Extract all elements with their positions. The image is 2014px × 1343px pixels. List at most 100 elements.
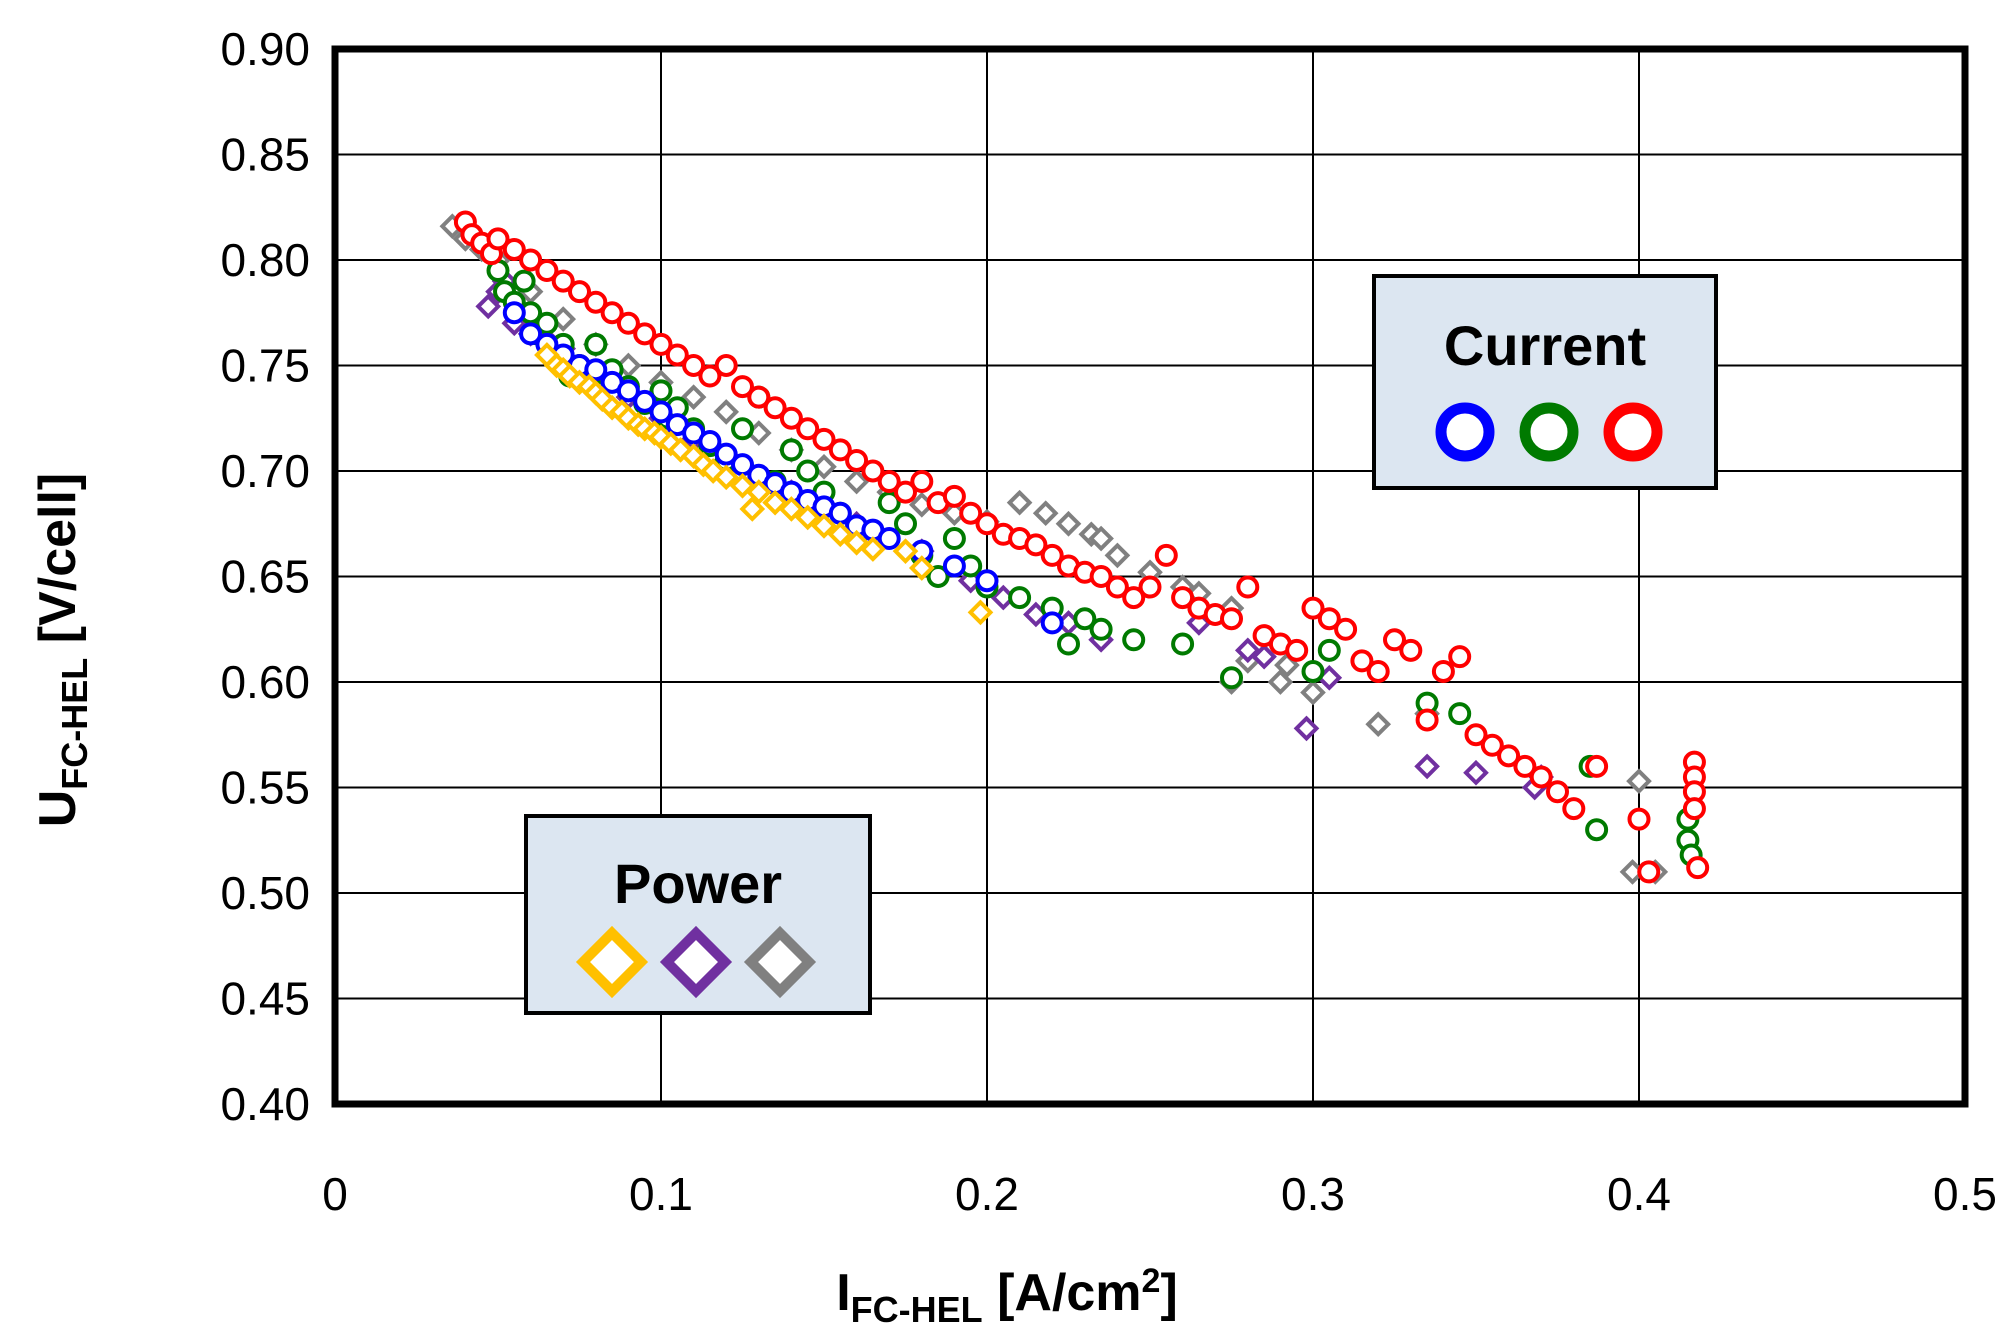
data-point-circle [845,448,869,472]
data-point-circle [1089,565,1113,588]
data-point-circle [1105,575,1129,599]
data-point-circle [975,569,999,593]
data-point-circle [1562,797,1586,821]
data-point-circle [1089,617,1113,641]
y-tick-label: 0.65 [220,551,310,603]
data-point-circle [568,280,591,304]
data-point-circle [535,311,559,335]
data-point-circle [877,491,901,515]
data-point-circle [1686,856,1710,880]
data-point-circle [1317,638,1341,662]
data-point-diamond [1032,500,1059,527]
legend-current: Current [1372,274,1718,490]
data-point-circle [502,301,526,325]
data-point-circle [682,354,706,377]
data-point-diamond [745,479,772,505]
data-point-circle [910,470,934,494]
data-point-circle [1301,596,1325,620]
data-point-circle [1383,628,1406,652]
data-point-circle [894,512,917,536]
y-axis-title: UFC-HEL [V/cell] [29,473,95,828]
data-point-circle [698,364,722,388]
data-point-circle [1301,659,1325,683]
legend-current-marker [1519,402,1579,462]
data-point-circle [584,332,608,356]
data-point-diamond [860,536,886,562]
data-point-circle [512,269,536,293]
y-tick-label: 0.50 [220,867,310,919]
data-point-diamond [892,538,919,565]
data-point-circle [714,354,738,377]
legend-current-marker [1435,402,1495,462]
data-point-circle [796,459,820,483]
data-point-diamond [843,468,870,495]
data-point-circle [763,396,787,420]
data-point-circle [731,417,754,441]
y-tick-label: 0.75 [220,340,310,392]
data-point-diamond [1300,679,1326,706]
legend-current-marker [1603,402,1663,462]
data-point-circle [584,358,608,382]
data-point-diamond [1267,669,1294,695]
data-point-circle [698,429,722,453]
data-point-circle [894,480,917,504]
data-point-circle [877,527,901,551]
data-point-circle [649,400,673,424]
data-point-diamond [778,496,805,522]
data-point-diamond [1414,753,1440,780]
data-point-diamond [1006,489,1033,516]
data-point-circle [1220,607,1243,631]
x-axis-title: IFC-HEL [A/cm2] [836,1262,1178,1330]
x-tick-label: 0.1 [629,1168,693,1220]
data-point-circle [779,406,803,430]
data-point-diamond [1293,715,1320,742]
data-point-diamond [1463,759,1489,786]
data-point-circle [1122,628,1146,652]
data-point-diamond [1365,711,1392,738]
data-point-circle [1448,702,1472,726]
legend-power-marker [575,925,649,999]
data-point-circle [1008,586,1032,610]
data-point-circle [1220,666,1243,690]
data-point-diamond [1626,768,1652,794]
data-point-circle [1513,754,1537,778]
data-point-circle [926,565,950,588]
data-point-circle [633,389,657,413]
data-point-diamond [967,599,994,626]
data-point-circle [828,438,852,462]
data-point-circle [519,322,543,346]
data-point-circle [1171,632,1195,656]
data-point-circle [1585,754,1609,778]
data-point-circle [1480,733,1504,757]
plot-area-frame [331,45,1969,1108]
y-tick-labels: 0.40 0.45 0.50 0.55 0.60 0.65 0.70 0.75 0.80 0.85… [220,23,310,1130]
data-point-circle [600,301,624,325]
data-point-diamond [811,513,837,539]
data-point-circle [747,385,771,409]
data-point-circle [1431,659,1455,683]
data-point-diamond [1104,542,1131,569]
data-point-circle [502,237,526,261]
x-tick-label: 0.5 [1933,1168,1997,1220]
data-point-circle [1236,575,1260,599]
legend-power-marker [743,925,817,999]
data-point-circle [1415,708,1439,732]
x-tick-label: 0.4 [1607,1168,1671,1220]
data-point-diamond [680,384,707,410]
y-tick-label: 0.40 [220,1078,310,1130]
data-point-circle [1585,818,1609,842]
data-point-diamond [713,399,740,425]
data-point-circle [535,259,559,283]
data-point-circle [1154,543,1178,567]
x-tick-label: 0 [322,1168,348,1220]
data-point-circle [1040,543,1064,567]
data-point-circle [1171,586,1195,610]
data-point-circle [861,459,885,483]
data-point-circle [616,311,640,335]
x-tick-label: 0.2 [955,1168,1019,1220]
data-point-circle [486,227,510,251]
data-point-diamond [475,293,502,320]
data-point-circle [1024,533,1048,557]
legend-current-markers [1435,402,1663,462]
